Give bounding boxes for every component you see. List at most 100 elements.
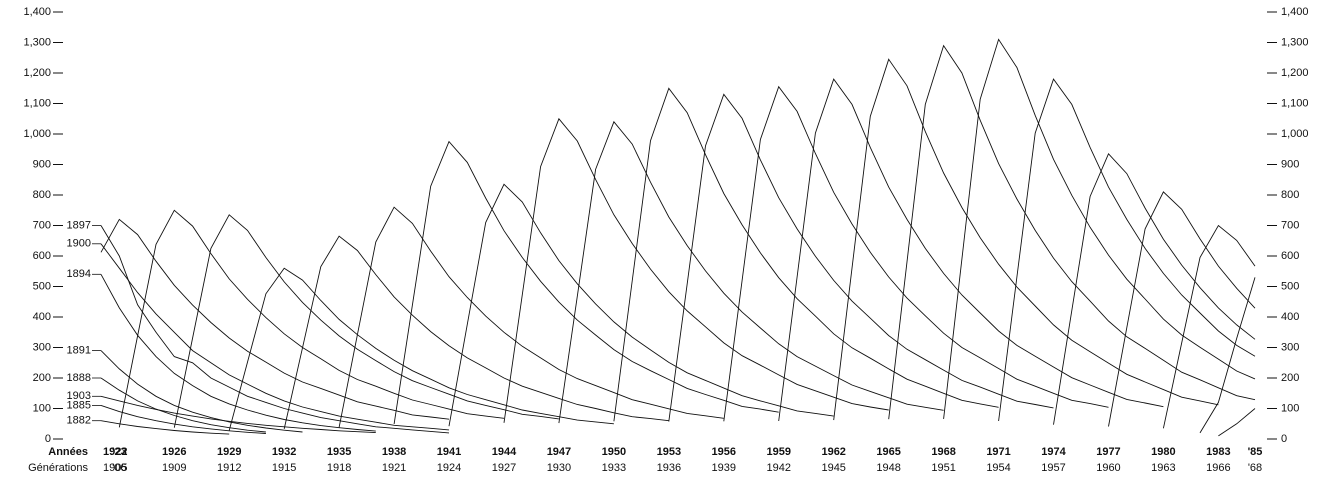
- x-tick-label: 1932: [272, 446, 296, 458]
- x-tick-label: 1944: [492, 446, 517, 458]
- cohort-line: [1162, 224, 1256, 429]
- cohort-line: [558, 120, 944, 424]
- cohort-line: [100, 395, 376, 434]
- y2-tick-label: 0: [1281, 433, 1287, 445]
- y2-tick-label: 1,200: [1281, 67, 1309, 79]
- y-tick-label: 1,100: [23, 97, 51, 109]
- x-tick-label: 1965: [876, 446, 900, 458]
- x2-tick-label: 1939: [712, 462, 736, 474]
- series-label: 1900: [67, 238, 91, 250]
- y-tick-label: 200: [33, 372, 51, 384]
- x2-tick-label: 1951: [931, 462, 955, 474]
- x2-tick-label: 1921: [382, 462, 406, 474]
- x2-tick-label: '06: [112, 462, 126, 474]
- y-tick-label: 1,000: [23, 128, 51, 140]
- x-axis-label: Années: [48, 446, 88, 458]
- x2-tick-label: 1936: [657, 462, 681, 474]
- y2-tick-label: 400: [1281, 311, 1299, 323]
- cohort-line: [283, 235, 669, 429]
- cohort-line: [1053, 152, 1256, 425]
- cohort-line: [833, 58, 1219, 421]
- x-tick-label: 1956: [712, 446, 736, 458]
- x-tick-label: '23: [112, 446, 127, 458]
- cohort-line: [998, 78, 1256, 422]
- x-tick-label: 1922: [103, 446, 127, 458]
- cohort-line: [1108, 191, 1256, 427]
- y2-tick-label: 800: [1281, 189, 1299, 201]
- y-tick-label: 1,200: [23, 67, 51, 79]
- x-tick-label: 1926: [162, 446, 186, 458]
- cohort-line: [100, 218, 450, 420]
- y-tick-label: 100: [33, 402, 51, 414]
- x-tick-label: 1962: [821, 446, 845, 458]
- y2-tick-label: 500: [1281, 280, 1299, 292]
- x2-tick-label: 1930: [547, 462, 571, 474]
- x2-tick-label: 1954: [986, 462, 1010, 474]
- cohort-line: [668, 93, 1054, 422]
- x-tick-label: 1983: [1206, 446, 1230, 458]
- y-tick-label: 900: [33, 158, 51, 170]
- cohort-line: [118, 209, 505, 428]
- cohort-line: [778, 78, 1164, 422]
- x-tick-label: 1929: [217, 446, 241, 458]
- y-tick-label: 300: [33, 341, 51, 353]
- x-tick-label: 1974: [1041, 446, 1066, 458]
- cohort-line: [613, 87, 999, 422]
- x-tick-label: 1980: [1151, 446, 1175, 458]
- cohort-line: [943, 38, 1256, 419]
- x2-tick-label: 1933: [602, 462, 626, 474]
- cohort-line: [338, 206, 724, 428]
- x2-tick-label: 1963: [1151, 462, 1175, 474]
- x2-tick-label: 1905: [103, 462, 127, 474]
- x-tick-label: 1935: [327, 446, 351, 458]
- x-tick-label: 1938: [382, 446, 406, 458]
- x2-tick-label: 1966: [1206, 462, 1230, 474]
- cohort-line: [100, 225, 450, 434]
- cohort-line: [100, 377, 266, 433]
- series-label: 1882: [67, 415, 91, 427]
- cohort-line: [888, 44, 1256, 420]
- cohort-line: [100, 420, 230, 435]
- series-label: 1894: [67, 268, 91, 280]
- x-tick-label: 1968: [931, 446, 955, 458]
- y-tick-label: 1,300: [23, 36, 51, 48]
- x-tick-label: '85: [1248, 446, 1263, 458]
- x2-tick-label: 1945: [821, 462, 845, 474]
- x2-tick-label: 1918: [327, 462, 351, 474]
- y2-tick-label: 900: [1281, 158, 1299, 170]
- y2-tick-label: 100: [1281, 402, 1299, 414]
- y-tick-label: 800: [33, 189, 51, 201]
- series-label: 1891: [67, 344, 91, 356]
- cohort-line: [1218, 408, 1256, 437]
- y-tick-label: 700: [33, 219, 51, 231]
- cohort-line: [100, 350, 303, 433]
- x2-axis-label: Générations: [28, 462, 88, 474]
- x-tick-label: 1950: [602, 446, 626, 458]
- x2-tick-label: 1948: [876, 462, 900, 474]
- cohort-line: [503, 117, 889, 423]
- cohort-line: [228, 267, 614, 431]
- y2-tick-label: 600: [1281, 250, 1299, 262]
- cohort-line: [173, 214, 559, 428]
- x-tick-label: 1959: [767, 446, 791, 458]
- series-label: 1897: [67, 219, 91, 231]
- cohort-line: [100, 243, 450, 431]
- y2-tick-label: 200: [1281, 372, 1299, 384]
- series-label: 1888: [67, 372, 91, 384]
- series-label: 1903: [67, 390, 91, 402]
- x-tick-label: 1953: [657, 446, 681, 458]
- x2-tick-label: 1927: [492, 462, 516, 474]
- cohort-line: [100, 274, 376, 432]
- y-tick-label: 1,400: [23, 6, 51, 18]
- y2-tick-label: 1,400: [1281, 6, 1309, 18]
- y2-tick-label: 1,300: [1281, 36, 1309, 48]
- cohort-line: [393, 140, 779, 425]
- x2-tick-label: '68: [1248, 462, 1262, 474]
- x-tick-label: 1977: [1096, 446, 1120, 458]
- x2-tick-label: 1915: [272, 462, 296, 474]
- cohort-line: [448, 183, 834, 427]
- y2-tick-label: 700: [1281, 219, 1299, 231]
- y2-tick-label: 300: [1281, 341, 1299, 353]
